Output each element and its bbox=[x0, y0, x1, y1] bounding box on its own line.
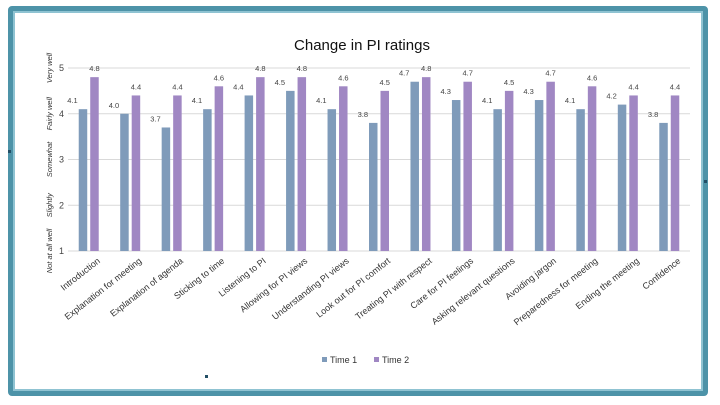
data-label: 4.4 bbox=[172, 82, 182, 91]
legend-swatch bbox=[322, 357, 327, 362]
data-label: 4.1 bbox=[192, 96, 202, 105]
y-scale-label: Fairly well bbox=[45, 97, 54, 131]
data-label: 4.8 bbox=[89, 64, 99, 73]
data-label: 4.2 bbox=[606, 92, 616, 101]
bar bbox=[410, 81, 419, 251]
bar bbox=[214, 86, 224, 251]
data-label: 4.8 bbox=[255, 64, 265, 73]
data-label: 4.1 bbox=[67, 96, 77, 105]
bar bbox=[617, 104, 627, 251]
data-label: 4.1 bbox=[316, 96, 326, 105]
data-label: 4.3 bbox=[440, 87, 450, 96]
legend-label: Time 1 bbox=[330, 355, 357, 365]
data-label: 4.7 bbox=[462, 69, 472, 78]
data-label: 4.1 bbox=[482, 96, 492, 105]
data-label: 4.6 bbox=[338, 73, 348, 82]
y-tick-label: 2 bbox=[59, 200, 64, 210]
bar bbox=[670, 95, 680, 251]
y-tick-label: 3 bbox=[59, 155, 64, 165]
data-label: 4.7 bbox=[545, 69, 555, 78]
category-label: Explanation for meeting bbox=[63, 256, 144, 322]
data-label: 3.8 bbox=[358, 110, 368, 119]
legend-swatch bbox=[374, 357, 379, 362]
category-label: Treating PI with respect bbox=[353, 255, 434, 321]
data-label: 4.4 bbox=[131, 82, 141, 91]
y-tick-label: 4 bbox=[59, 109, 64, 119]
bar bbox=[369, 122, 378, 252]
data-label: 4.8 bbox=[297, 64, 307, 73]
bar bbox=[546, 81, 555, 251]
category-label: Explanation of agenda bbox=[108, 256, 185, 319]
bar bbox=[90, 77, 99, 252]
data-label: 4.7 bbox=[399, 69, 409, 78]
data-label: 4.3 bbox=[523, 87, 533, 96]
data-label: 4.4 bbox=[670, 82, 680, 91]
decorative-frame bbox=[8, 6, 708, 396]
category-label: Look out for PI comfort bbox=[314, 255, 392, 319]
y-tick-label: 5 bbox=[59, 63, 64, 73]
bar bbox=[256, 77, 265, 252]
data-label: 3.8 bbox=[648, 110, 658, 119]
bar bbox=[534, 100, 544, 252]
category-label: Introduction bbox=[59, 256, 102, 293]
data-label: 4.6 bbox=[214, 73, 224, 82]
data-label: 4.5 bbox=[504, 78, 514, 87]
bar bbox=[576, 109, 585, 251]
frame-dot bbox=[8, 150, 11, 153]
y-scale-label: Slightly bbox=[45, 192, 54, 217]
category-label: Allowing for PI views bbox=[238, 255, 310, 314]
data-label: 4.1 bbox=[565, 96, 575, 105]
category-label: Confidence bbox=[640, 256, 682, 292]
bar bbox=[161, 127, 171, 251]
y-tick-label: 1 bbox=[59, 246, 64, 256]
bar bbox=[327, 109, 337, 251]
category-label: Understanding PI views bbox=[270, 255, 351, 321]
bar bbox=[659, 122, 668, 252]
bar bbox=[286, 90, 295, 251]
bar bbox=[421, 77, 431, 252]
category-label: Asking relevant questions bbox=[430, 255, 517, 326]
bar bbox=[173, 95, 182, 251]
bar bbox=[131, 95, 141, 251]
bar bbox=[587, 86, 597, 251]
bar bbox=[244, 95, 254, 251]
legend-label: Time 2 bbox=[382, 355, 409, 365]
y-scale-label: Not at all well bbox=[45, 228, 54, 273]
bar bbox=[380, 90, 389, 251]
bar bbox=[493, 109, 502, 251]
data-label: 4.5 bbox=[380, 78, 390, 87]
data-label: 4.5 bbox=[275, 78, 285, 87]
bar bbox=[629, 95, 638, 251]
bar bbox=[463, 81, 472, 251]
y-scale-label: Very well bbox=[45, 53, 54, 83]
frame-dot bbox=[704, 180, 707, 183]
bar bbox=[451, 100, 461, 252]
data-label: 4.4 bbox=[628, 82, 638, 91]
bar bbox=[297, 77, 307, 252]
bar bbox=[339, 86, 348, 251]
frame-dot bbox=[205, 375, 208, 378]
data-label: 4.4 bbox=[233, 82, 243, 91]
data-label: 4.0 bbox=[109, 101, 119, 110]
bar bbox=[78, 109, 88, 251]
bar bbox=[120, 113, 129, 251]
chart-title: Change in PI ratings bbox=[294, 37, 430, 54]
category-label: Preparedness for meeting bbox=[512, 256, 600, 328]
bar bbox=[203, 109, 212, 251]
data-label: 4.8 bbox=[421, 64, 431, 73]
data-label: 4.6 bbox=[587, 73, 597, 82]
bar bbox=[504, 90, 514, 251]
data-label: 3.7 bbox=[150, 114, 160, 123]
y-scale-label: Somewhat bbox=[45, 141, 54, 177]
